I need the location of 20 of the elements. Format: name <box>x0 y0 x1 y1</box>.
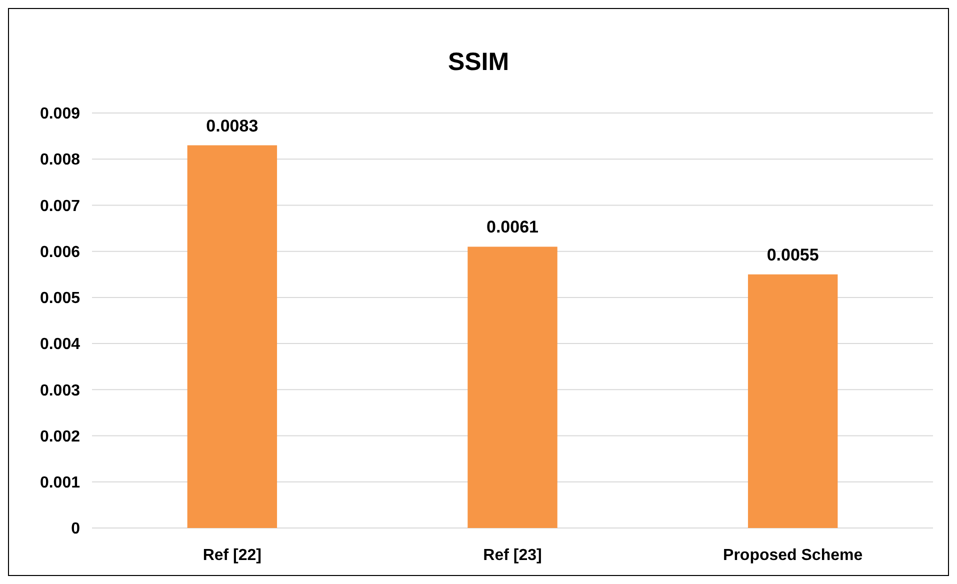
y-tick-label: 0.008 <box>40 152 80 169</box>
y-tick-label: 0.003 <box>40 382 80 400</box>
data-label: 0.0061 <box>486 218 538 237</box>
bar <box>468 246 558 528</box>
y-tick-label: 0.006 <box>40 244 80 261</box>
y-tick-label: 0.007 <box>40 198 80 215</box>
y-tick-label: 0.004 <box>40 336 80 354</box>
x-tick-label: Ref [22] <box>202 547 262 564</box>
y-tick-label: 0.002 <box>40 428 80 446</box>
bar <box>748 274 838 528</box>
bar <box>187 145 278 528</box>
y-tick-label: 0.005 <box>40 290 80 308</box>
y-tick-label: 0 <box>71 520 80 538</box>
chart-title: SSIM <box>448 48 510 76</box>
x-tick-label: Ref [23] <box>483 547 542 564</box>
x-tick-label: Proposed Scheme <box>723 547 863 564</box>
y-tick-label: 0.001 <box>40 474 80 492</box>
data-label: 0.0083 <box>206 116 258 136</box>
data-label: 0.0055 <box>766 245 819 264</box>
y-tick-label: 0.009 <box>40 106 80 123</box>
